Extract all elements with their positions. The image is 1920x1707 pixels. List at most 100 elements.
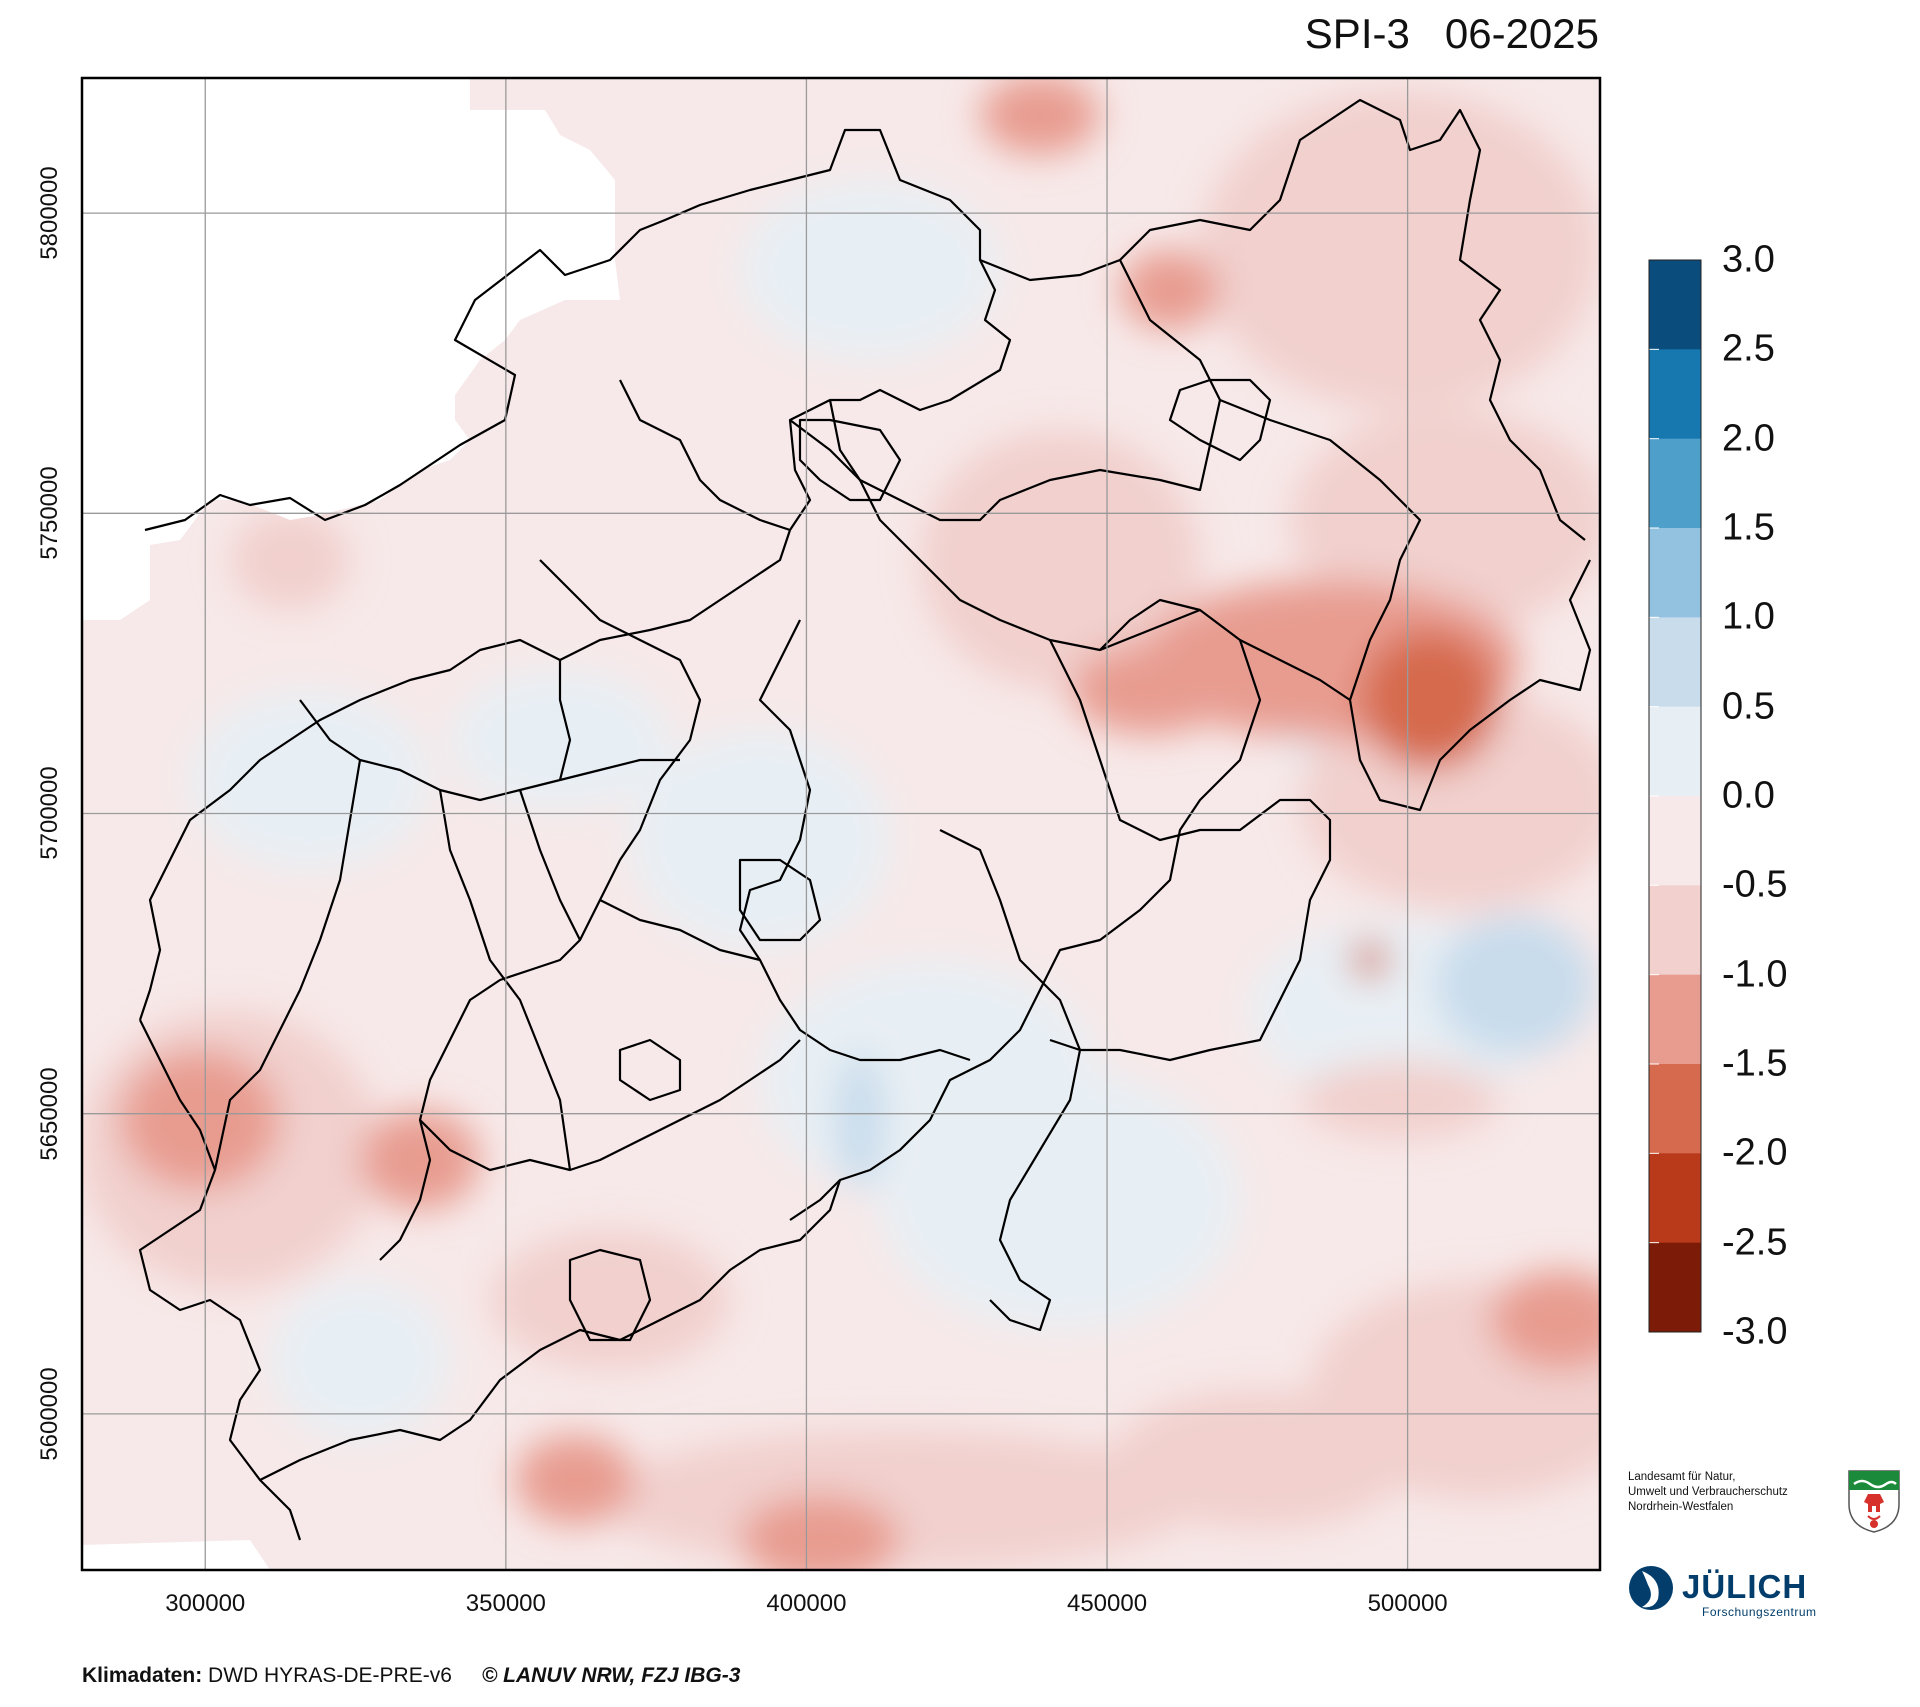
legend-swatch (1649, 617, 1701, 708)
legend-label: 1.5 (1722, 506, 1775, 549)
boundary-line (213, 759, 362, 1171)
field-patch (360, 1110, 480, 1210)
legend-label: -2.0 (1722, 1131, 1788, 1174)
x-tick-label: 500000 (1367, 1590, 1448, 1617)
gridlines (82, 78, 1600, 1570)
field-patch (1300, 1060, 1500, 1140)
boundary-line (979, 98, 1586, 541)
legend-swatch (1649, 974, 1701, 1065)
field-patch (740, 180, 1000, 360)
field-patch (880, 1070, 1240, 1330)
field-patch (980, 78, 1100, 155)
boundary-line (1099, 598, 1201, 651)
field-patch (190, 690, 430, 870)
boundary-line (599, 899, 761, 962)
boundary-line (259, 1179, 842, 1481)
lanuv-line-3: Nordrhein-Westfalen (1628, 1501, 1734, 1513)
boundary-line (789, 419, 1262, 1221)
y-tick-label: 5650000 (36, 1066, 63, 1161)
legend-swatch (1649, 796, 1701, 886)
footer-credits: Klimadaten: DWD HYRAS-DE-PRE-v6 © LANUV N… (82, 1664, 740, 1688)
legend-swatch (1649, 1153, 1701, 1244)
map-frame (80, 76, 1602, 1572)
legend-swatch (1649, 260, 1701, 350)
juelich-name: JÜLICH (1682, 1568, 1808, 1605)
boundary-line (558, 660, 572, 781)
x-tick-label: 450000 (1066, 1590, 1148, 1617)
field-patch (630, 730, 890, 950)
nrw-crest-icon (1848, 1470, 1900, 1533)
boundary-line (618, 1038, 682, 1102)
district-boundaries (138, 98, 1592, 1541)
field-patch (450, 670, 670, 810)
x-tick-label: 350000 (465, 1590, 546, 1617)
field-patch (270, 1280, 450, 1440)
field-patch (1352, 942, 1388, 978)
field-patch (835, 1050, 885, 1190)
field-patch (515, 1435, 635, 1525)
footer-source: DWD HYRAS-DE-PRE-v6 (202, 1664, 452, 1687)
boundary-line (738, 619, 971, 1062)
boundary-line (518, 789, 581, 941)
legend-label: 1.0 (1722, 595, 1775, 638)
legend-label: 3.0 (1722, 238, 1775, 281)
legend-label: -2.5 (1722, 1221, 1788, 1264)
field-patch (230, 510, 350, 610)
legend-label: -3.0 (1722, 1310, 1788, 1353)
footer-source-label: Klimadaten: (82, 1664, 203, 1687)
x-tick-label: 300000 (165, 1590, 246, 1617)
field-patch (1300, 690, 1600, 910)
legend-label: -1.0 (1722, 953, 1788, 996)
legend-label: -1.5 (1722, 1042, 1788, 1085)
raster-field (82, 78, 1600, 1570)
boundary-line (568, 1248, 652, 1342)
field-patch (1290, 410, 1600, 630)
boundary-line (619, 379, 791, 532)
boundary-line (299, 699, 680, 802)
title-index: SPI-3 (1304, 10, 1410, 57)
legend-label: 0.5 (1722, 685, 1775, 728)
field-patch (1360, 630, 1500, 770)
legend-swatch (1649, 885, 1701, 976)
legend-swatch (1649, 528, 1701, 618)
lanuv-line-2: Umwelt und Verbraucherschutz (1628, 1486, 1788, 1498)
boundary-line (438, 789, 572, 1171)
legend-label: -0.5 (1722, 863, 1788, 906)
y-tick-label: 5750000 (36, 466, 63, 560)
field-patch (1110, 1390, 1410, 1530)
juelich-logo-icon (1629, 1566, 1673, 1610)
legend-label: 0.0 (1722, 774, 1775, 817)
boundary-line (828, 399, 1222, 522)
boundary-line (419, 1039, 801, 1172)
lanuv-logo-text: Landesamt für Natur, Umwelt und Verbrauc… (1628, 1470, 1788, 1515)
y-tick-label: 5700000 (36, 766, 63, 861)
title-period: 06-2025 (1444, 10, 1599, 57)
field-patch (1070, 645, 1230, 735)
legend-swatch (1649, 706, 1701, 797)
field-patch (490, 1230, 730, 1370)
field-patch (120, 1050, 280, 1190)
boundary-line (738, 858, 822, 942)
boundary-line (1049, 639, 1332, 1062)
boundary-line (939, 829, 1082, 1332)
legend-swatch (1649, 349, 1701, 440)
field-patch (920, 430, 1200, 690)
field-patch (1490, 1270, 1600, 1370)
field-patch (1435, 915, 1595, 1055)
legend-swatch (1649, 438, 1701, 529)
map-title: SPI-3 06-2025 (1305, 10, 1599, 58)
y-tick-label: 5800000 (36, 166, 63, 260)
field-patch (600, 1430, 1200, 1570)
lanuv-line-1: Landesamt für Natur, (1628, 1471, 1736, 1483)
no-data-area-south (82, 1540, 270, 1570)
boundary-line (1168, 378, 1272, 462)
footer-copyright: © LANUV NRW, FZJ IBG-3 (481, 1664, 741, 1687)
x-tick-label: 400000 (766, 1590, 847, 1617)
field-patch (1200, 90, 1600, 410)
color-legend (1649, 259, 1701, 1333)
legend-frame (1648, 259, 1702, 1333)
boundary-line (138, 128, 1012, 1021)
boundary-line (1239, 639, 1351, 701)
y-tick-label: 5600000 (36, 1367, 63, 1461)
